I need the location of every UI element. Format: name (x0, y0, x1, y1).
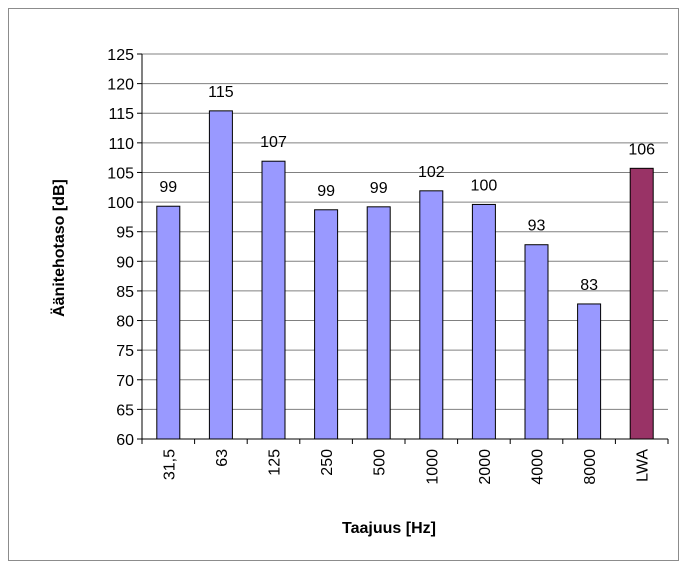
y-tick-label: 65 (116, 402, 134, 419)
data-label-5: 102 (418, 164, 445, 181)
x-tick-label-2: 125 (267, 449, 284, 476)
y-tick-label: 70 (116, 373, 134, 390)
bar-6 (471, 203, 496, 440)
y-tick-label: 125 (107, 47, 134, 64)
data-label-7: 93 (528, 218, 546, 235)
y-tick-label: 90 (116, 254, 134, 271)
y-tick-label: 110 (108, 136, 134, 153)
data-label-0: 99 (159, 179, 177, 196)
bar-7 (524, 244, 549, 440)
data-label-4: 99 (370, 180, 388, 197)
x-tick-label-8: 8000 (582, 449, 599, 485)
data-label-6: 100 (471, 177, 498, 194)
data-label-9: 106 (628, 141, 655, 158)
bar-2 (261, 160, 286, 440)
bar-1 (208, 110, 233, 440)
bar-5 (419, 190, 444, 440)
data-label-3: 99 (317, 183, 335, 200)
x-tick-label-5: 1000 (424, 449, 441, 485)
x-axis-title: Taajuus [Hz] (342, 520, 436, 537)
y-tick-label: 115 (108, 106, 134, 123)
x-tick-label-4: 500 (372, 449, 389, 476)
x-tick-label-3: 250 (319, 449, 336, 476)
x-tick-label-6: 2000 (477, 449, 494, 485)
y-tick-label: 100 (107, 195, 134, 212)
y-axis-title: Äänitehotaso [dB] (50, 179, 68, 317)
y-tick-label: 60 (116, 432, 134, 449)
bar-0 (156, 205, 181, 440)
x-tick-label-9: LWA (635, 449, 652, 482)
axes: 60 65 70 75 80 85 90 95 100 105 110 115 120 125 31,5 63… (107, 47, 669, 485)
x-tick-label-1: 63 (214, 449, 231, 467)
bar-9 (629, 167, 654, 440)
data-label-1: 115 (208, 84, 234, 101)
bar-4 (366, 206, 391, 440)
data-labels: 99 115 107 99 99 102 100 93 83 106 (159, 84, 655, 294)
bar-3 (314, 209, 339, 440)
y-tick-label: 95 (116, 225, 134, 242)
y-tick-label: 85 (116, 284, 134, 301)
x-tick-label-7: 4000 (530, 449, 547, 485)
bars (156, 110, 654, 440)
chart-frame (8, 8, 679, 561)
data-label-8: 83 (580, 277, 598, 294)
y-tick-label: 80 (116, 314, 134, 331)
x-tick-label-0: 31,5 (161, 449, 178, 480)
data-label-2: 107 (260, 134, 287, 151)
bar-8 (577, 303, 602, 440)
y-tick-label: 105 (107, 165, 134, 182)
y-tick-label: 120 (107, 77, 134, 94)
y-tick-label: 75 (116, 343, 134, 360)
